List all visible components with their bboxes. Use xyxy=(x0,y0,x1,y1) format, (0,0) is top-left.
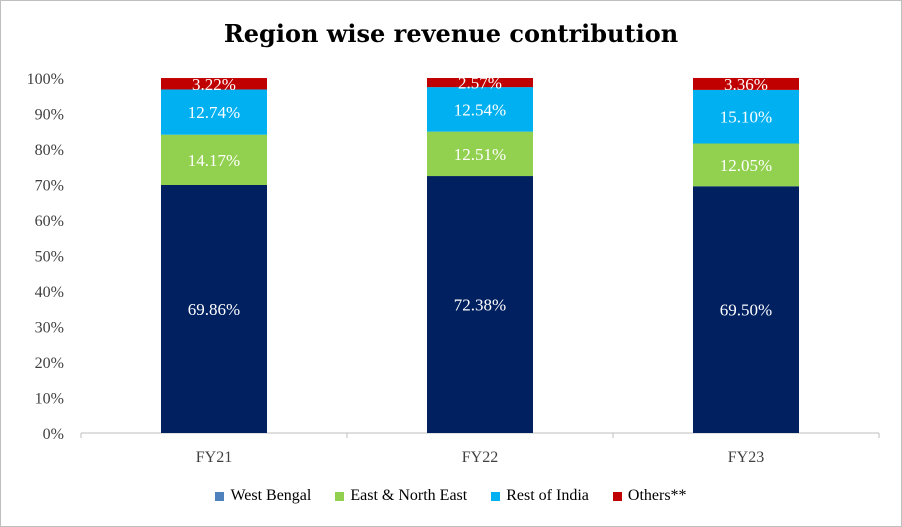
y-tick-label: 30% xyxy=(35,320,64,337)
data-label: 14.17% xyxy=(188,151,240,170)
data-label: 12.05% xyxy=(720,156,772,175)
data-label: 2.57% xyxy=(458,74,502,93)
legend-item: Rest of India xyxy=(491,487,589,505)
x-tick-label: FY21 xyxy=(196,449,232,466)
bar-segment xyxy=(693,89,799,144)
y-tick-label: 100% xyxy=(27,71,64,88)
legend-label: Rest of India xyxy=(506,487,589,504)
bar-segment xyxy=(427,87,533,132)
y-tick-label: 80% xyxy=(35,142,64,159)
bar-segment xyxy=(161,78,267,90)
chart-plot: 0% 10% 20% 30% 40% 50% 60% 70% 80% 90% 100% FY21 FY2… xyxy=(27,71,880,466)
legend-swatch xyxy=(215,491,225,501)
bar-segment xyxy=(693,186,799,433)
chart-title: Region wise revenue contribution xyxy=(223,19,679,48)
data-label: 12.51% xyxy=(454,145,506,164)
y-tick-label: 10% xyxy=(35,391,64,408)
y-tick-label: 70% xyxy=(35,178,64,195)
y-tick-label: 60% xyxy=(35,213,64,230)
bar-segment xyxy=(161,134,267,185)
x-tick-label: FY22 xyxy=(462,449,498,466)
legend-item: East & North East xyxy=(335,487,467,505)
bar-segment xyxy=(161,89,267,135)
legend-item: West Bengal xyxy=(215,487,311,505)
data-label: 15.10% xyxy=(720,108,772,127)
y-tick-label: 20% xyxy=(35,355,64,372)
data-label: 3.22% xyxy=(192,75,236,94)
data-label: 69.86% xyxy=(188,300,240,319)
legend-swatch xyxy=(612,491,622,501)
y-tick-label: 40% xyxy=(35,284,64,301)
x-tick-label: FY23 xyxy=(728,449,764,466)
bar-segment xyxy=(693,77,799,90)
y-tick-label: 90% xyxy=(35,107,64,124)
data-label: 3.36% xyxy=(724,75,768,94)
legend-label: Others** xyxy=(627,487,687,504)
y-tick-label: 50% xyxy=(35,249,64,266)
bar-segment xyxy=(427,176,533,433)
bar-segment xyxy=(161,184,267,433)
legend-swatch xyxy=(335,491,345,501)
data-label: 12.74% xyxy=(188,103,240,122)
data-label: 12.54% xyxy=(454,100,506,119)
bar-segment xyxy=(693,143,799,187)
y-tick-label: 0% xyxy=(43,426,64,443)
legend-label: West Bengal xyxy=(230,487,312,504)
bar-segment xyxy=(427,131,533,177)
legend-item: Others** xyxy=(612,487,687,505)
legend-label: East & North East xyxy=(350,487,468,504)
data-label: 69.50% xyxy=(720,301,772,320)
data-label: 72.38% xyxy=(454,296,506,315)
legend-swatch xyxy=(491,491,501,501)
bar-segment xyxy=(427,78,533,88)
chart-legend: West Bengal East & North East Rest of Indi… xyxy=(1,487,901,505)
